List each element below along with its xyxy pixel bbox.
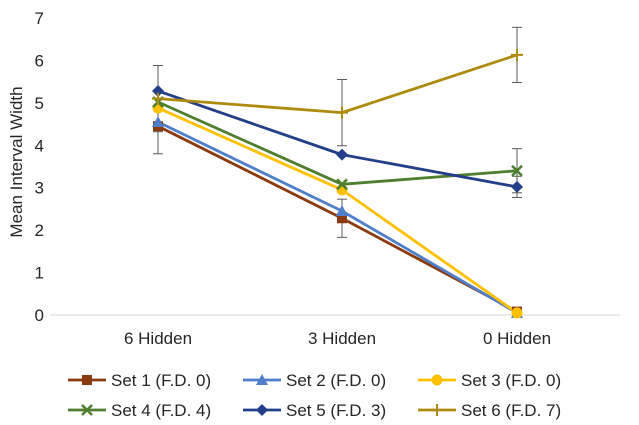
y-tick-label: 4: [35, 136, 44, 155]
data-point: [152, 84, 164, 97]
y-tick-label: 6: [35, 51, 44, 70]
series-line: [157, 100, 518, 186]
legend-label: Set 3 (F.D. 0): [461, 371, 561, 390]
data-point: [511, 48, 523, 61]
series-markers: [152, 48, 523, 319]
data-point: [336, 106, 348, 119]
data-point: [511, 307, 523, 319]
legend-label: Set 5 (F.D. 3): [286, 401, 386, 420]
y-tick-label: 1: [35, 264, 44, 283]
data-point: [152, 115, 164, 127]
legend-label: Set 1 (F.D. 0): [111, 371, 211, 390]
error-bars: [153, 26, 522, 238]
legend-marker: [256, 404, 268, 416]
y-tick-label: 7: [35, 9, 44, 28]
y-tick-label: 3: [35, 179, 44, 198]
data-point: [336, 148, 348, 161]
legend-label: Set 2 (F.D. 0): [286, 371, 386, 390]
y-tick-label: 5: [35, 94, 44, 113]
legend-item: Set 1 (F.D. 0): [68, 371, 211, 390]
legend-marker: [431, 374, 443, 386]
data-point: [511, 180, 523, 193]
x-tick-label: 6 Hidden: [124, 329, 192, 348]
data-point: [336, 178, 348, 191]
data-point: [336, 205, 348, 217]
legend-item: Set 4 (F.D. 4): [68, 401, 211, 420]
legend-marker: [431, 404, 443, 416]
legend-marker: [256, 374, 268, 385]
y-tick-label: 2: [35, 221, 44, 240]
data-point: [152, 92, 164, 105]
legend-marker: [82, 375, 92, 385]
legend-item: Set 3 (F.D. 0): [418, 371, 561, 390]
data-point: [337, 213, 347, 224]
legend-marker: [81, 404, 93, 416]
legend-item: Set 5 (F.D. 3): [243, 401, 386, 420]
x-tick-label: 3 Hidden: [308, 329, 376, 348]
x-axis-ticks: 6 Hidden 3 Hidden 0 Hidden: [124, 329, 551, 348]
y-axis-ticks: 0 1 2 3 4 5 6 7: [35, 9, 44, 325]
legend-item: Set 2 (F.D. 0): [243, 371, 386, 390]
legend: Set 1 (F.D. 0) Set 2 (F.D. 0) Set 3 (F.D. …: [68, 371, 561, 420]
data-point: [511, 164, 523, 177]
legend-label: Set 6 (F.D. 7): [461, 401, 561, 420]
series-line: [157, 53, 518, 115]
y-tick-label: 0: [35, 306, 44, 325]
series-line: [157, 89, 518, 189]
x-tick-label: 0 Hidden: [483, 329, 551, 348]
legend-item: Set 6 (F.D. 7): [418, 401, 561, 420]
y-axis-title: Mean Interval Width: [7, 86, 26, 237]
series-lines: [157, 53, 518, 315]
legend-label: Set 4 (F.D. 4): [111, 401, 211, 420]
